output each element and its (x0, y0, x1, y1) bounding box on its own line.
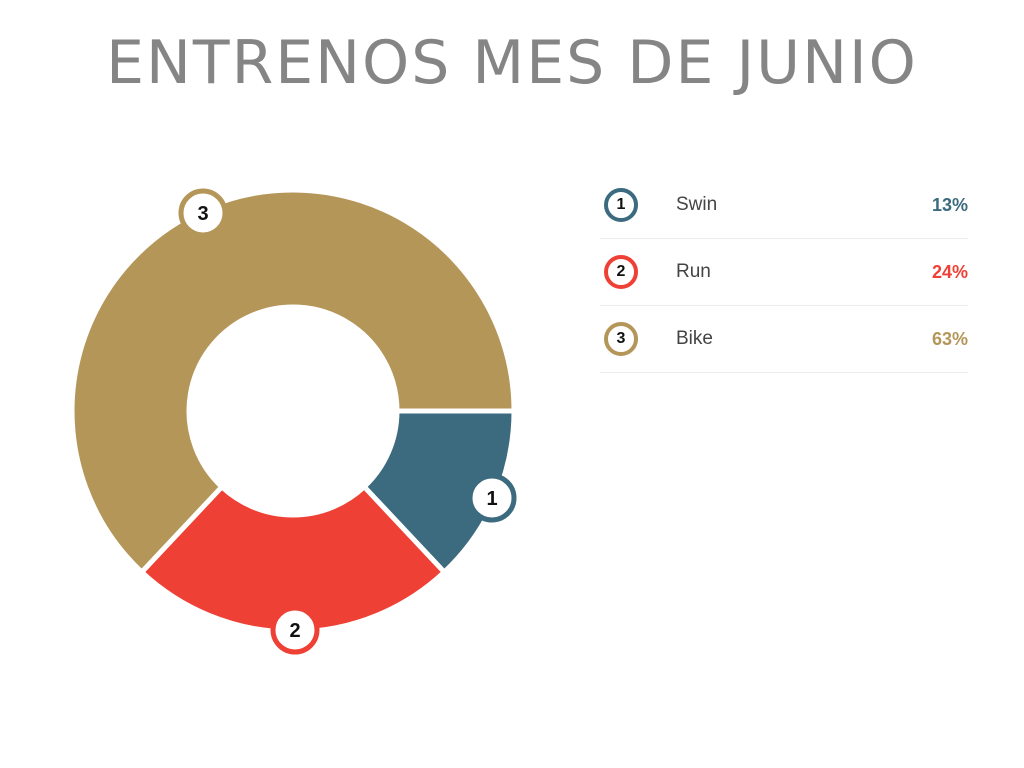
number-badge-icon: 3 (604, 322, 638, 356)
number-badge-icon: 1 (604, 188, 638, 222)
legend-value: 24% (931, 261, 968, 282)
slice-marker-label: 3 (197, 203, 208, 225)
number-badge-icon: 2 (604, 255, 638, 289)
legend-item-bike: 3 Bike 63% (600, 306, 968, 373)
slice-marker-icon (270, 605, 320, 655)
legend-label: Run (676, 261, 711, 282)
slice-marker-icon (178, 188, 228, 238)
legend-item-swin: 1 Swin 13% (600, 172, 968, 239)
slice-marker-icon (467, 473, 517, 523)
chart-title: ENTRENOS MES DE JUNIO (106, 28, 918, 98)
slice-bike (69, 187, 517, 576)
slice-swin (360, 408, 517, 576)
legend-label: Bike (676, 328, 713, 349)
legend-value: 63% (931, 328, 968, 349)
legend: 1 Swin 13% 2 Run 24% 3 Bike 63% (600, 172, 968, 373)
slice-run (138, 483, 448, 635)
legend-value: 13% (931, 194, 968, 215)
slice-marker-label: 1 (486, 488, 497, 510)
legend-item-run: 2 Run 24% (600, 239, 968, 306)
legend-label: Swin (676, 194, 718, 215)
slice-marker-label: 2 (289, 620, 300, 642)
